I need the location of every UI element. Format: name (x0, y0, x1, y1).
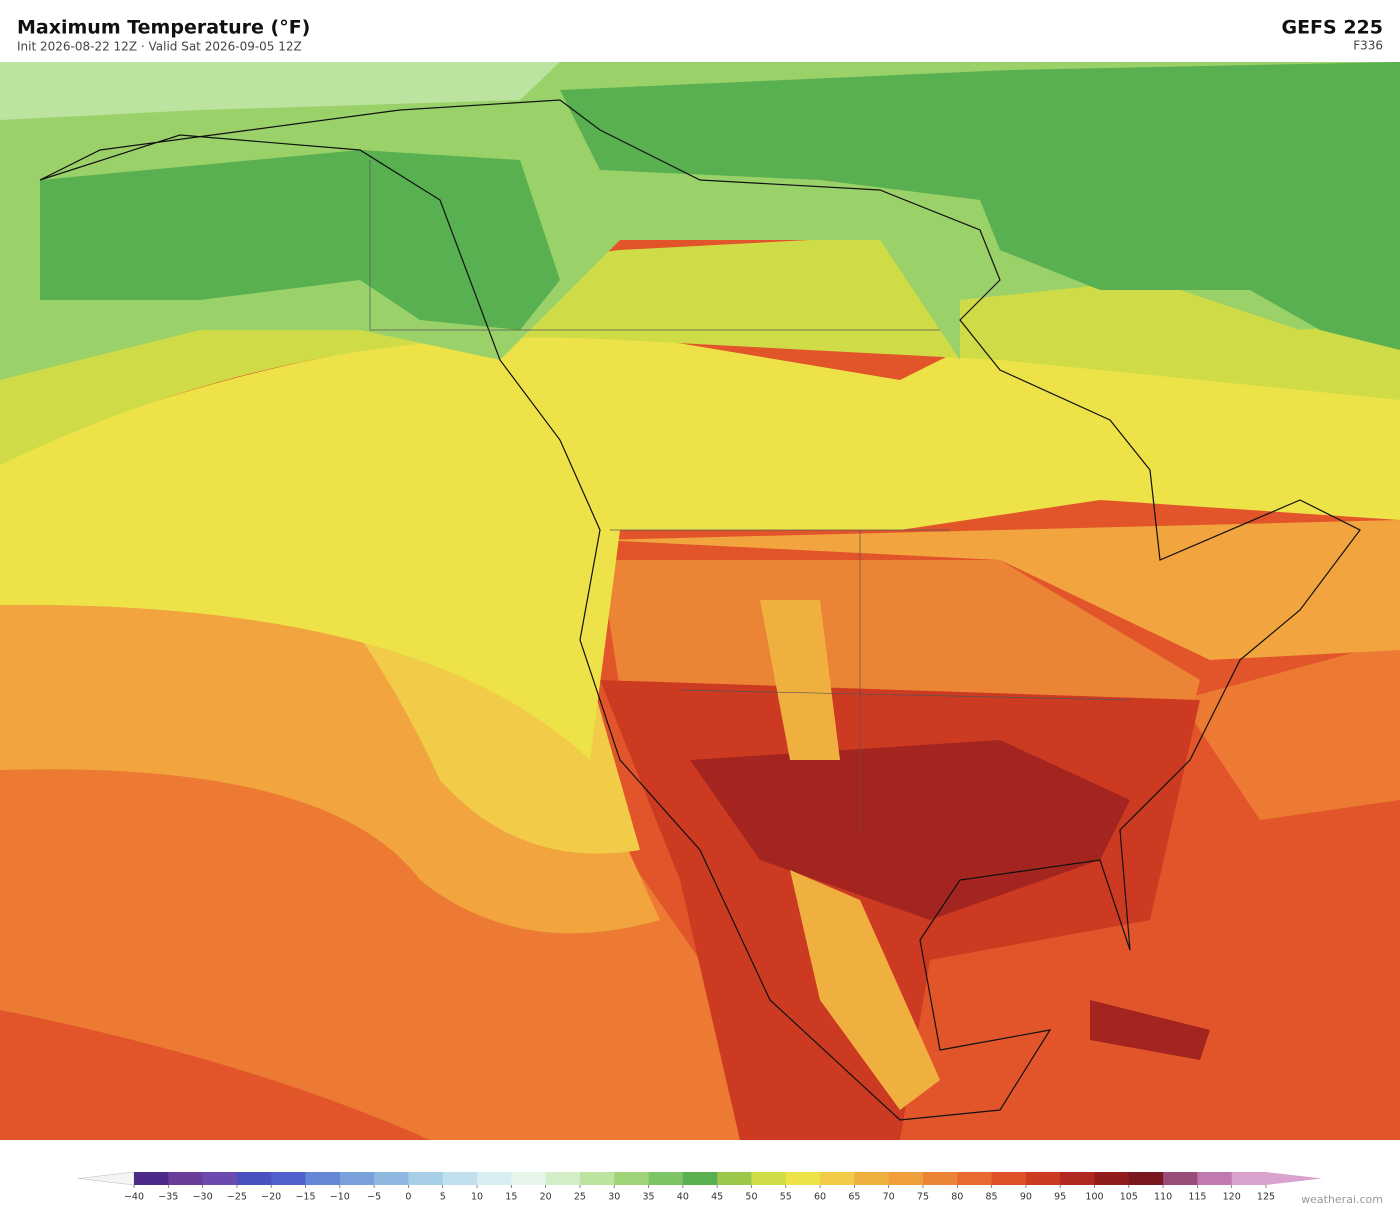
colorbar-tick-label: 50 (745, 1192, 757, 1203)
colorbar-segment (991, 1172, 1027, 1185)
colorbar-tick-label: 125 (1257, 1192, 1275, 1203)
colorbar-tick-label: 60 (814, 1192, 826, 1203)
colorbar-segment (134, 1172, 169, 1185)
colorbar-segment (236, 1172, 272, 1185)
colorbar-under (77, 1171, 135, 1186)
colorbar-segment (408, 1172, 444, 1185)
subtitle: Init 2026-08-22 12Z · Valid Sat 2026-09-… (17, 40, 302, 54)
colorbar-segment (751, 1172, 787, 1185)
colorbar-tick-label: −10 (330, 1192, 350, 1203)
colorbar-tick-label: 20 (540, 1192, 552, 1203)
colorbar-segment (648, 1172, 684, 1185)
colorbar-tick-label: 105 (1120, 1192, 1138, 1203)
colorbar-segment (1197, 1172, 1233, 1185)
temp-field (0, 62, 560, 120)
borders (369, 160, 1131, 830)
colorbar-tick-label: −40 (124, 1192, 144, 1203)
colorbar: −40 −35 −30 −25 −20 −15 −10 −5 0 5 10 15 20 25 30 35 40 4… (77, 1171, 1322, 1203)
colorbar-segment (1128, 1172, 1164, 1185)
colorbar-tick-label: 70 (883, 1192, 895, 1203)
colorbar-segment (1094, 1172, 1130, 1185)
colorbar-tick-label: 0 (405, 1192, 411, 1203)
colorbar-segment (922, 1172, 958, 1185)
colorbar-segment (614, 1172, 650, 1185)
colorbar-segment (477, 1172, 512, 1185)
colorbar-tick-label: 25 (574, 1192, 586, 1203)
colorbar-segment (511, 1172, 547, 1185)
colorbar-tick-label: 45 (711, 1192, 723, 1203)
temp-field (0, 330, 1400, 760)
colorbar-tick-label: 120 (1223, 1192, 1241, 1203)
temp-field (760, 600, 940, 1110)
temp-field (690, 740, 1210, 1060)
colorbar-segment (374, 1172, 409, 1185)
colorbar-tick-label: 95 (1054, 1192, 1066, 1203)
colorbar-segment (957, 1172, 993, 1185)
colorbar-tick-label: −30 (193, 1192, 213, 1203)
colorbar-segment (1231, 1172, 1267, 1185)
temp-field (0, 520, 1400, 934)
colorbar-segment (339, 1172, 375, 1185)
colorbar-segment (1025, 1172, 1061, 1185)
colorbar-tick-label: 100 (1085, 1192, 1103, 1203)
colorbar-tick-label: 40 (677, 1192, 689, 1203)
colorbar-segment (888, 1172, 924, 1185)
colorbar-tick-label: 90 (1020, 1192, 1032, 1203)
colorbar-tick-label: 110 (1154, 1192, 1172, 1203)
colorbar-tick-label: 35 (642, 1192, 654, 1203)
colorbar-segment (854, 1172, 890, 1185)
colorbar-segment (202, 1172, 238, 1185)
colorbar-tick-label: 65 (848, 1192, 860, 1203)
colorbar-tick-label: 55 (780, 1192, 792, 1203)
credit: weatherai.com (1301, 1193, 1383, 1206)
colorbar-tick-label: 75 (917, 1192, 929, 1203)
colorbar-tick-label: −25 (227, 1192, 247, 1203)
temp-field (40, 62, 1400, 350)
colorbar-tick-label: −15 (295, 1192, 315, 1203)
colorbar-tick-label: 115 (1188, 1192, 1206, 1203)
colorbar-tick-label: 30 (608, 1192, 620, 1203)
colorbar-tick-label: 15 (505, 1192, 517, 1203)
colorbar-tick-label: −35 (158, 1192, 178, 1203)
map (0, 62, 1400, 1140)
colorbar-segment (579, 1172, 615, 1185)
colorbar-segment (168, 1172, 204, 1185)
colorbar-tick-label: −5 (367, 1192, 381, 1203)
colorbar-segment (820, 1172, 855, 1185)
colorbar-tick-label: 85 (986, 1192, 998, 1203)
colorbar-segment (545, 1172, 581, 1185)
colorbar-tick-label: −20 (261, 1192, 281, 1203)
colorbar-segment (271, 1172, 307, 1185)
colorbar-segment (1060, 1172, 1095, 1185)
colorbar-over (1266, 1172, 1322, 1185)
colorbar-segment (442, 1172, 478, 1185)
title: Maximum Temperature (°F) (17, 17, 310, 39)
forecast-hour: F336 (1353, 39, 1383, 53)
colorbar-segment (717, 1172, 752, 1185)
colorbar-segment (785, 1172, 821, 1185)
colorbar-segment (1163, 1172, 1198, 1185)
colorbar-tick-label: 5 (440, 1192, 446, 1203)
colorbar-segment (305, 1172, 341, 1185)
colorbar-tick-label: 10 (471, 1192, 483, 1203)
coastline (39, 99, 1361, 1121)
model-label: GEFS 225 (1281, 17, 1383, 39)
colorbar-segment (682, 1172, 718, 1185)
colorbar-tick-label: 80 (951, 1192, 963, 1203)
